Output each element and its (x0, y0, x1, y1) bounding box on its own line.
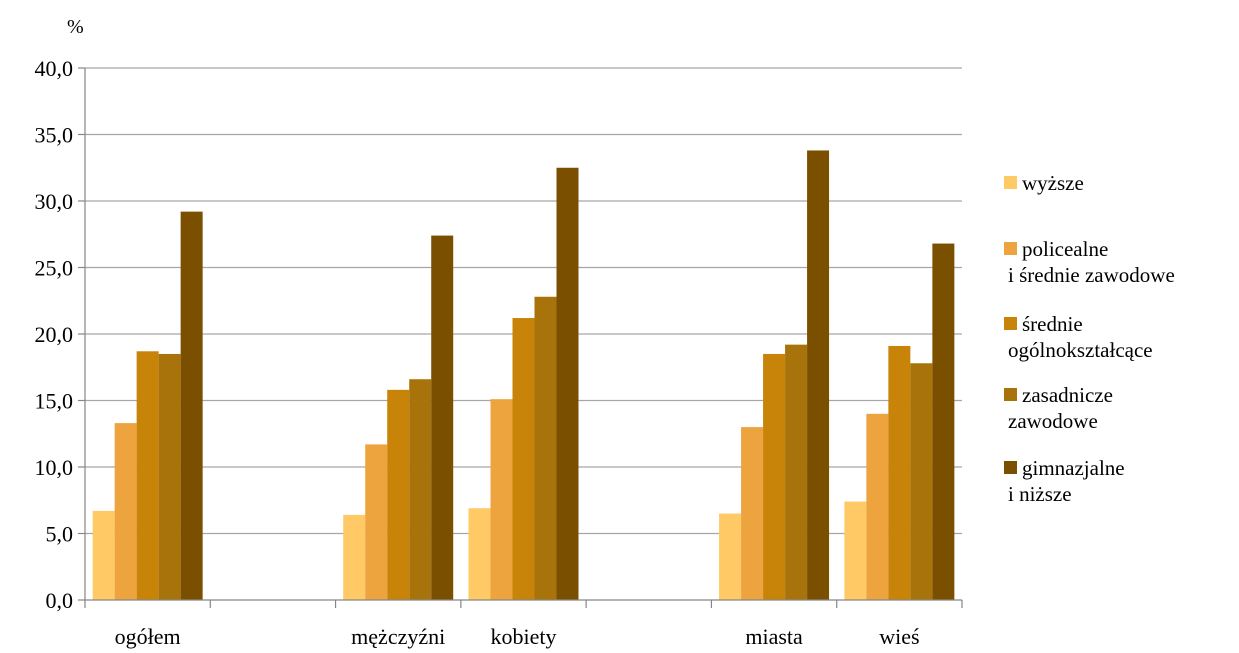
legend-label: wyższe (1022, 171, 1084, 195)
y-tick-label: 40,0 (35, 56, 74, 81)
bar (741, 427, 764, 600)
bar (387, 389, 410, 600)
legend-swatch (1004, 317, 1017, 330)
y-tick-label: 35,0 (35, 123, 74, 148)
legend-swatch (1004, 461, 1017, 474)
bar (114, 423, 137, 600)
bar (512, 318, 535, 600)
y-tick-label: 0,0 (46, 588, 74, 613)
x-category-label: mężczyźni (351, 624, 445, 649)
bar (343, 514, 366, 600)
legend-label: i średnie zawodowe (1008, 263, 1175, 287)
bar (763, 353, 786, 600)
legend-label: zawodowe (1008, 409, 1098, 433)
bars (92, 150, 955, 600)
bar (932, 243, 955, 600)
x-category-label: wieś (879, 624, 919, 649)
legend-label: ogólnokształcące (1008, 338, 1153, 362)
legend-label: zasadnicze (1022, 383, 1113, 407)
bar (534, 296, 557, 600)
bar (365, 444, 388, 600)
bar (910, 363, 933, 600)
y-unit-label: % (67, 16, 84, 38)
axes: 0,0 5,0 10,0 15,0 20,0 25,0 30,0 35,0 40,0 ogółem… (35, 56, 963, 649)
y-tick-label: 10,0 (35, 455, 74, 480)
bar (719, 513, 742, 600)
bar (158, 353, 181, 600)
bar (490, 399, 513, 600)
bar (807, 150, 830, 600)
bar (866, 413, 889, 600)
legend-label: i niższe (1008, 482, 1072, 506)
legend-swatch (1004, 176, 1017, 189)
bar (785, 344, 808, 600)
bar (136, 351, 159, 600)
x-category-label: miasta (745, 624, 803, 649)
x-category-label: kobiety (491, 624, 557, 649)
bar (180, 211, 203, 600)
bar (468, 508, 491, 600)
y-tick-label: 20,0 (35, 322, 74, 347)
y-tick-label: 5,0 (46, 522, 74, 547)
bar (431, 235, 454, 600)
bar (92, 510, 115, 600)
y-tick-label: 15,0 (35, 389, 74, 414)
bar (409, 379, 432, 600)
bar (556, 167, 579, 600)
legend-label: policealne (1022, 237, 1108, 261)
x-category-label: ogółem (115, 624, 181, 649)
y-tick-label: 25,0 (35, 256, 74, 281)
bar (844, 501, 867, 600)
legend-label: gimnazjalne (1022, 456, 1125, 480)
y-tick-label: 30,0 (35, 189, 74, 214)
legend-swatch (1004, 242, 1017, 255)
legend-swatch (1004, 388, 1017, 401)
legend-label: średnie (1022, 312, 1083, 336)
bar (888, 345, 911, 600)
